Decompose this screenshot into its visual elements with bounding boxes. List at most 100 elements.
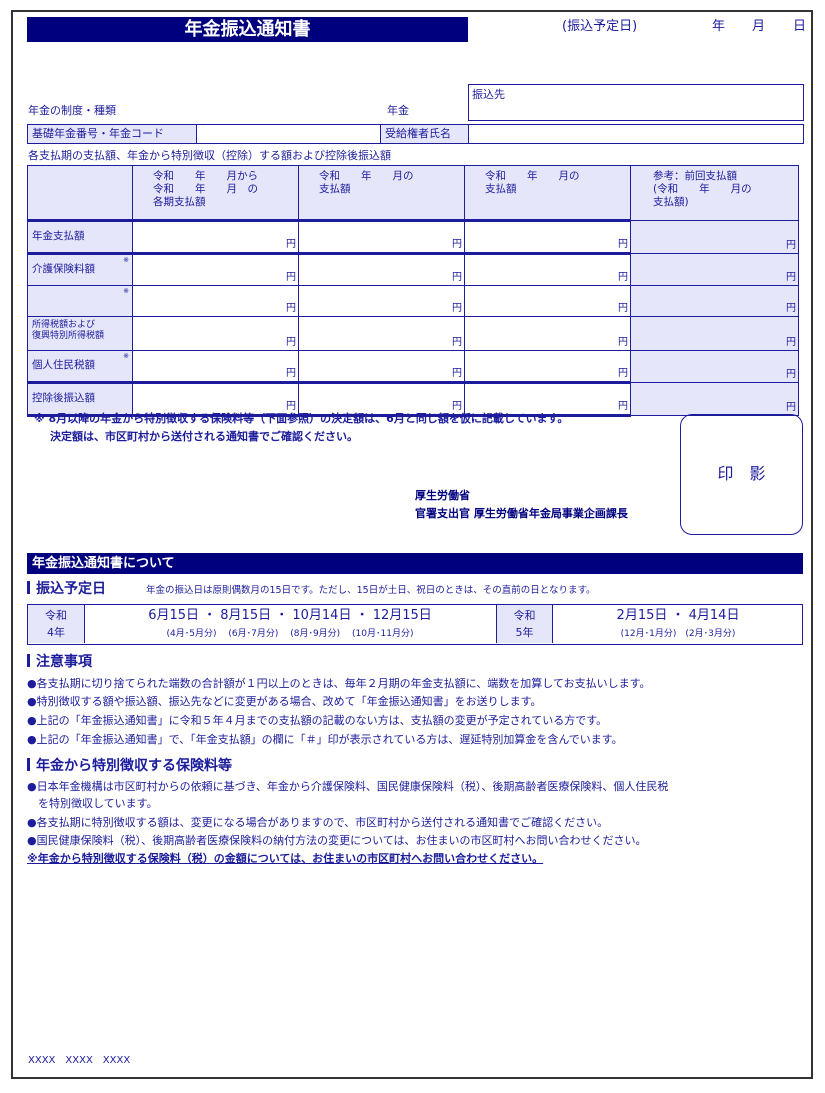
yen-unit: 円 bbox=[618, 303, 628, 314]
amount-cell: 円 bbox=[630, 316, 799, 351]
insurance-item: ●各支払期に特別徴収する額は、変更になる場合がありますので、市区町村から送付され… bbox=[27, 816, 609, 829]
document-title: 年金振込通知書 bbox=[27, 17, 468, 42]
r4-label: 令和 4年 bbox=[28, 605, 85, 643]
yen-unit: 円 bbox=[452, 239, 462, 250]
yen-unit: 円 bbox=[452, 337, 462, 348]
schedule-table: 令和 4年 6月15日 ・ 8月15日 ・ 10月14日 ・ 12月15日 (4月… bbox=[27, 604, 803, 645]
amount-cell: 円 bbox=[464, 253, 631, 286]
yen-unit: 円 bbox=[618, 272, 628, 283]
note-line-1: ※ 8月以降の年金から特別徴収する保険料等（下面参照）の決定額は、6月と同じ額を… bbox=[34, 412, 569, 425]
page-border bbox=[11, 10, 813, 1079]
amount-cell: 円 bbox=[464, 285, 631, 317]
r5-label: 令和 5年 bbox=[496, 605, 553, 643]
amount-cell: 円 bbox=[630, 220, 799, 254]
header-text: 支払額) bbox=[653, 196, 689, 208]
date-label: (振込予定日) bbox=[562, 19, 638, 34]
yen-unit: 円 bbox=[618, 239, 628, 250]
amount-cell: 円 bbox=[630, 285, 799, 317]
final-note: ※年金から特別徴収する保険料（税）の金額については、お住まいの市区町村へお問い合… bbox=[27, 852, 544, 865]
row-label: 個人住民税額 ※ bbox=[27, 350, 133, 383]
table-row: ※ 円 円 円 円 bbox=[27, 285, 799, 317]
transfer-to-field: 振込先 bbox=[468, 84, 804, 121]
r4-dates: 6月15日 ・ 8月15日 ・ 10月14日 ・ 12月15日 bbox=[148, 608, 432, 623]
yen-unit: 円 bbox=[286, 272, 296, 283]
day-label: 日 bbox=[793, 19, 807, 34]
amount-cell: 円 bbox=[132, 285, 299, 317]
yen-unit: 円 bbox=[618, 337, 628, 348]
header-col-4: 参考：前回支払額 (令和 年 月の 支払額) bbox=[630, 165, 799, 221]
year-label: 年 bbox=[712, 19, 726, 34]
asterisk-mark: ※ bbox=[123, 352, 129, 360]
table-row: 介護保険料額 ※ 円 円 円 円 bbox=[27, 253, 799, 286]
caution-heading: 注意事項 bbox=[27, 654, 92, 671]
caution-heading-text: 注意事項 bbox=[36, 654, 92, 670]
header-blank bbox=[27, 165, 133, 221]
system-label: 年金の制度・種類 bbox=[28, 104, 116, 117]
yen-unit: 円 bbox=[618, 368, 628, 379]
schedule-note: 年金の振込日は原則偶数月の15日です。ただし、15日が土日、祝日のときは、その直… bbox=[146, 585, 596, 596]
nenkin-label: 年金 bbox=[387, 104, 409, 117]
r4-periods: (4月･5月分) (6月･7月分) (8月･9月分) (10月･11月分) bbox=[166, 629, 414, 639]
amount-cell: 円 bbox=[132, 253, 299, 286]
caution-item: ●上記の「年金振込通知書」に令和５年４月までの支払額の記載のない方は、支払額の変… bbox=[27, 714, 608, 727]
row-label-text: 介護保険料額 bbox=[32, 263, 95, 275]
basic-number-label: 基礎年金番号・年金コード bbox=[27, 124, 197, 144]
recipient-field bbox=[468, 124, 804, 144]
yen-unit: 円 bbox=[452, 368, 462, 379]
caution-item: ●各支払期に切り捨てられた端数の合計額が１円以上のときは、毎年２月期の年金支払額… bbox=[27, 677, 651, 690]
yen-unit: 円 bbox=[786, 240, 796, 251]
asterisk-mark: ※ bbox=[123, 256, 129, 264]
caution-item: ●上記の「年金振込通知書」で、「年金支払額」の欄に「＃」印が表示されている方は、… bbox=[27, 733, 623, 746]
header-col-3: 令和 年 月の 支払額 bbox=[464, 165, 631, 221]
r4-year: 4年 bbox=[47, 626, 65, 639]
header-text: 令和 年 月から bbox=[153, 170, 258, 182]
amount-cell: 円 bbox=[630, 382, 799, 416]
table-row: 年金支払額円 円 円 円 bbox=[27, 219, 799, 255]
amount-cell: 円 bbox=[132, 381, 299, 417]
r5-era: 令和 bbox=[513, 609, 536, 622]
header-text: 令和 年 月の bbox=[319, 170, 414, 182]
yen-unit: 円 bbox=[786, 369, 796, 380]
header-col-2: 令和 年 月の 支払額 bbox=[298, 165, 465, 221]
schedule-heading-text: 振込予定日 bbox=[36, 581, 106, 597]
month-label: 月 bbox=[752, 19, 766, 34]
header-text: 令和 年 月の bbox=[485, 170, 580, 182]
issuer-line-2: 官署支出官 厚生労働省年金局事業企画課長 bbox=[415, 507, 628, 520]
row-label: ※ bbox=[27, 285, 133, 317]
header-text: 支払額 bbox=[485, 183, 517, 195]
yen-unit: 円 bbox=[786, 337, 796, 348]
yen-unit: 円 bbox=[286, 368, 296, 379]
r5-year: 5年 bbox=[515, 626, 534, 639]
amount-cell: 円 bbox=[132, 316, 299, 351]
header-text: 参考：前回支払額 bbox=[653, 170, 737, 182]
insurance-item: を特別徴収しています。 bbox=[27, 797, 158, 810]
yen-unit: 円 bbox=[452, 401, 462, 412]
table-row: 控除後振込額円 円 円 円 bbox=[27, 381, 799, 417]
amount-cell: 円 bbox=[298, 219, 465, 255]
header-text: 各期支払額 bbox=[153, 196, 206, 208]
header-text: 支払額 bbox=[319, 183, 351, 195]
yen-unit: 円 bbox=[286, 239, 296, 250]
table-row: 所得税額および 復興特別所得税額円 円 円 円 bbox=[27, 316, 799, 351]
yen-unit: 円 bbox=[286, 401, 296, 412]
yen-unit: 円 bbox=[452, 303, 462, 314]
basic-number-field bbox=[196, 124, 381, 144]
schedule-heading: 振込予定日 bbox=[27, 581, 106, 598]
yen-unit: 円 bbox=[786, 272, 796, 283]
row-label: 年金支払額 bbox=[27, 219, 133, 255]
yen-unit: 円 bbox=[286, 303, 296, 314]
heading-bar bbox=[27, 581, 30, 594]
amount-cell: 円 bbox=[298, 253, 465, 286]
amount-cell: 円 bbox=[464, 316, 631, 351]
table-header-row: 令和 年 月から 令和 年 月 の各期支払額 令和 年 月の 支払額 令和 年 月の… bbox=[27, 165, 799, 221]
insurance-heading-text: 年金から特別徴収する保険料等 bbox=[36, 758, 232, 774]
header-col-1: 令和 年 月から 令和 年 月 の各期支払額 bbox=[132, 165, 299, 221]
transfer-to-label: 振込先 bbox=[472, 88, 505, 101]
amount-cell: 円 bbox=[630, 350, 799, 383]
payment-table: 令和 年 月から 令和 年 月 の各期支払額 令和 年 月の 支払額 令和 年 月の… bbox=[27, 165, 799, 417]
caution-item: ●特別徴収する額や振込額、振込先などに変更がある場合、改めて「年金振込通知書」を… bbox=[27, 695, 542, 708]
heading-bar bbox=[27, 758, 30, 771]
amount-cell: 円 bbox=[464, 219, 631, 255]
amount-cell: 円 bbox=[298, 316, 465, 351]
